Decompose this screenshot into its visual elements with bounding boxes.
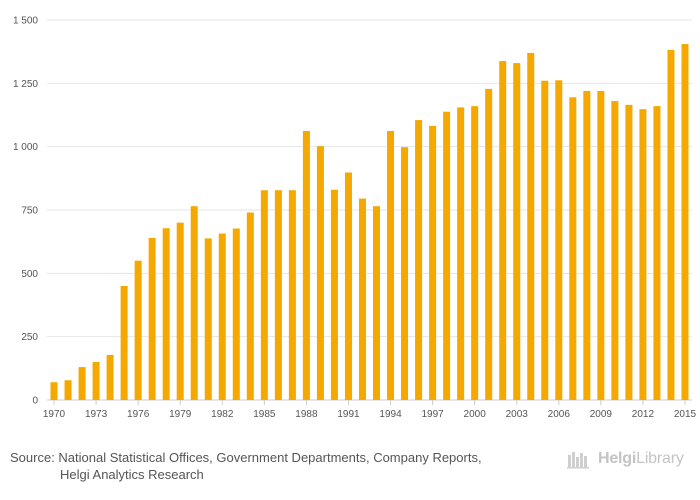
bar-1979[interactable] bbox=[176, 222, 184, 400]
y-tick-label: 750 bbox=[21, 206, 38, 217]
bar-1993[interactable] bbox=[373, 206, 381, 400]
bar-1994[interactable] bbox=[387, 130, 395, 400]
x-tick-label: 1994 bbox=[379, 409, 402, 420]
x-tick-label: 2006 bbox=[548, 409, 571, 420]
source-line-1: Source: National Statistical Offices, Go… bbox=[10, 450, 482, 465]
x-tick-label: 2003 bbox=[506, 409, 529, 420]
x-tick-label: 1973 bbox=[85, 409, 108, 420]
y-tick-label: 250 bbox=[21, 332, 38, 343]
bar-1992[interactable] bbox=[358, 198, 366, 400]
y-tick-label: 500 bbox=[21, 269, 38, 280]
logo-text: HelgiLibrary bbox=[598, 450, 684, 467]
bar-2002[interactable] bbox=[499, 61, 507, 400]
bar-1987[interactable] bbox=[288, 190, 296, 400]
bar-1971[interactable] bbox=[64, 380, 72, 400]
bar-1981[interactable] bbox=[204, 238, 212, 400]
bar-1982[interactable] bbox=[218, 233, 226, 400]
bar-1988[interactable] bbox=[302, 130, 310, 400]
y-axis-ticks: 0 250 500 750 1 000 1 250 1 500 bbox=[13, 16, 38, 407]
x-tick-label: 1991 bbox=[337, 409, 360, 420]
bar-2014[interactable] bbox=[667, 49, 675, 400]
bar-1991[interactable] bbox=[344, 172, 352, 400]
bar-1978[interactable] bbox=[162, 228, 170, 400]
x-tick-label: 2009 bbox=[590, 409, 613, 420]
source-note: Source: National Statistical Offices, Go… bbox=[10, 449, 550, 483]
bar-1997[interactable] bbox=[429, 125, 437, 400]
helgi-library-logo[interactable]: HelgiLibrary bbox=[566, 447, 692, 471]
bar-2000[interactable] bbox=[471, 106, 479, 400]
bar-1984[interactable] bbox=[246, 212, 254, 400]
bar-2009[interactable] bbox=[597, 90, 605, 400]
source-line-2: Helgi Analytics Research bbox=[60, 467, 204, 482]
bar-1983[interactable] bbox=[232, 228, 240, 400]
bar-2010[interactable] bbox=[611, 101, 619, 401]
bar-1986[interactable] bbox=[274, 190, 282, 400]
logo-mark-icon bbox=[567, 452, 589, 469]
bar-2004[interactable] bbox=[527, 52, 535, 400]
bar-1990[interactable] bbox=[330, 189, 338, 400]
x-tick-label: 1997 bbox=[421, 409, 444, 420]
x-tick-label: 2000 bbox=[464, 409, 487, 420]
x-tick-label: 1988 bbox=[295, 409, 318, 420]
bar-1970[interactable] bbox=[50, 382, 58, 400]
bar-2013[interactable] bbox=[653, 106, 661, 400]
bar-2011[interactable] bbox=[625, 104, 633, 400]
y-tick-label: 1 500 bbox=[13, 16, 38, 27]
x-tick-label: 1982 bbox=[211, 409, 234, 420]
bar-1972[interactable] bbox=[78, 367, 86, 400]
x-axis-ticks: 1970 1973 1976 1979 1982 1985 1988 1991 1994 1997… bbox=[43, 400, 697, 420]
bar-2001[interactable] bbox=[485, 88, 493, 400]
bar-2006[interactable] bbox=[555, 80, 563, 400]
x-tick-label: 1970 bbox=[43, 409, 66, 420]
bar-1976[interactable] bbox=[134, 260, 142, 400]
gridlines bbox=[47, 19, 692, 401]
x-tick-label: 2015 bbox=[674, 409, 697, 420]
x-tick-label: 1976 bbox=[127, 409, 150, 420]
y-tick-label: 0 bbox=[32, 396, 38, 407]
bar-1980[interactable] bbox=[190, 206, 198, 400]
bar-2012[interactable] bbox=[639, 109, 647, 400]
x-tick-label: 2012 bbox=[632, 409, 655, 420]
bar-2003[interactable] bbox=[513, 63, 521, 401]
bar-1995[interactable] bbox=[401, 147, 409, 400]
bar-1999[interactable] bbox=[457, 107, 465, 401]
bars bbox=[50, 44, 689, 401]
bar-2008[interactable] bbox=[583, 90, 591, 400]
y-tick-label: 1 000 bbox=[13, 142, 38, 153]
bar-2007[interactable] bbox=[569, 97, 577, 401]
x-tick-label: 1985 bbox=[253, 409, 276, 420]
bar-1998[interactable] bbox=[443, 111, 451, 400]
bar-1985[interactable] bbox=[260, 190, 268, 400]
y-tick-label: 1 250 bbox=[13, 79, 38, 90]
bar-1977[interactable] bbox=[148, 237, 156, 400]
bar-2005[interactable] bbox=[541, 80, 549, 401]
x-tick-label: 1979 bbox=[169, 409, 192, 420]
bar-1974[interactable] bbox=[106, 354, 114, 400]
bar-1975[interactable] bbox=[120, 286, 128, 400]
bar-1989[interactable] bbox=[316, 146, 324, 400]
bar-1973[interactable] bbox=[92, 362, 100, 400]
bar-1996[interactable] bbox=[415, 120, 423, 401]
bar-2015[interactable] bbox=[681, 44, 689, 401]
